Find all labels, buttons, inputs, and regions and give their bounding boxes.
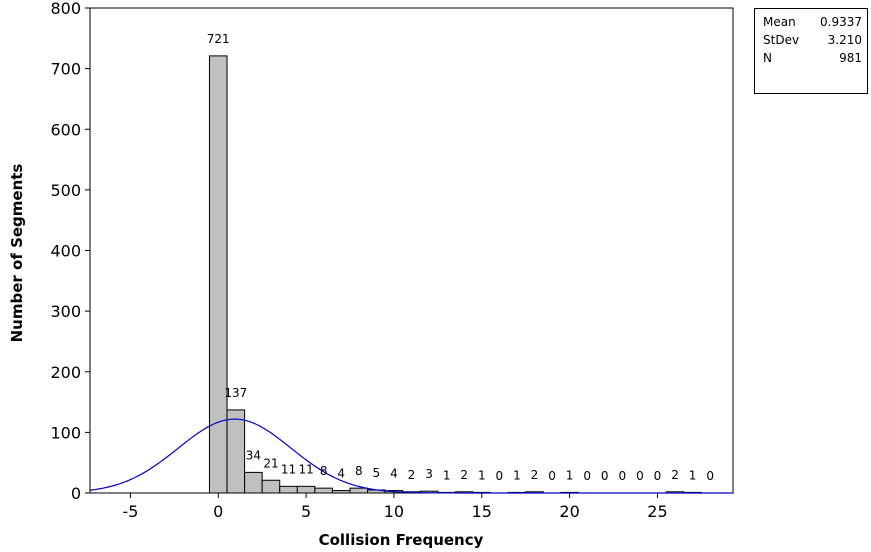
- stats-label: Mean: [763, 15, 796, 29]
- bar-value-label: 4: [337, 467, 345, 481]
- histogram-bar: [226, 409, 246, 494]
- bar-value-label: 137: [224, 386, 247, 400]
- stats-label: N: [763, 51, 772, 65]
- x-tick-label: -5: [122, 502, 138, 521]
- bar-value-label: 8: [320, 464, 328, 478]
- bar-value-label: 0: [496, 469, 504, 483]
- bar-value-label: 11: [298, 462, 313, 476]
- bar-value-label: 2: [531, 468, 539, 482]
- plot-area-border: [89, 7, 734, 494]
- bar-value-label: 11: [281, 462, 296, 476]
- stats-label: StDev: [763, 33, 800, 47]
- y-tick-label: 0: [71, 484, 81, 503]
- x-tick-label: 0: [213, 502, 223, 521]
- y-axis-ticks: 0 100 200 300 400 500 600 700 800: [50, 0, 90, 503]
- y-tick-label: 200: [50, 363, 81, 382]
- bar-value-label: 3: [425, 467, 433, 481]
- stats-row-mean: Mean 0.9337: [763, 15, 862, 33]
- y-tick-label: 500: [50, 181, 81, 200]
- bar-value-label: 0: [654, 469, 662, 483]
- stats-row-n: N 981: [763, 51, 862, 69]
- bar-value-label: 1: [566, 468, 574, 482]
- bar-value-label: 1: [478, 468, 486, 482]
- histogram-bar: [244, 471, 263, 494]
- bar-value-label: 8: [355, 464, 363, 478]
- bar-value-label: 5: [373, 466, 381, 480]
- bar-value-label: 721: [207, 32, 230, 46]
- y-tick-label: 700: [50, 60, 81, 79]
- histogram-bar: [279, 485, 298, 494]
- histogram-bars: [208, 55, 702, 494]
- x-tick-label: 25: [647, 502, 667, 521]
- summary-stats-box: Mean 0.9337 StDev 3.210 N 981: [754, 8, 868, 94]
- bar-value-label: 0: [706, 469, 714, 483]
- bar-value-label: 2: [671, 468, 679, 482]
- x-tick-label: 20: [559, 502, 579, 521]
- bar-value-label: 2: [408, 468, 416, 482]
- x-axis-ticks: -5 0 5 10 15 20 25: [122, 493, 668, 521]
- bar-value-label: 0: [636, 469, 644, 483]
- bar-value-label: 0: [601, 469, 609, 483]
- stats-value: 981: [839, 51, 862, 65]
- bar-value-label: 2: [460, 468, 468, 482]
- plot-frame: [89, 7, 734, 494]
- histogram-bar: [331, 490, 351, 494]
- y-tick-label: 100: [50, 423, 81, 442]
- bar-value-label: 1: [689, 468, 697, 482]
- bar-value-label: 0: [548, 469, 556, 483]
- normal-fit-curve: [89, 418, 733, 494]
- bar-value-label: 1: [513, 468, 521, 482]
- stats-row-stdev: StDev 3.210: [763, 33, 862, 51]
- x-axis-title: Collision Frequency: [319, 531, 484, 549]
- histogram-bar: [314, 487, 333, 494]
- x-tick-label: 5: [301, 502, 311, 521]
- y-tick-label: 400: [50, 242, 81, 261]
- y-tick-label: 600: [50, 120, 81, 139]
- bar-value-label: 0: [618, 469, 626, 483]
- histogram-bar: [296, 485, 316, 494]
- bar-value-label: 34: [246, 448, 261, 462]
- bar-value-label: 21: [263, 456, 278, 470]
- stats-value: 3.210: [827, 33, 862, 47]
- x-tick-label: 10: [384, 502, 404, 521]
- bar-value-label: 4: [390, 467, 398, 481]
- histogram-bar: [349, 487, 369, 494]
- histogram-bar: [261, 479, 281, 494]
- histogram-bar: [208, 55, 228, 494]
- bar-value-label: 1: [443, 468, 451, 482]
- stats-value: 0.9337: [820, 15, 862, 29]
- y-tick-label: 300: [50, 302, 81, 321]
- bar-value-label: 0: [583, 469, 591, 483]
- x-tick-label: 15: [472, 502, 492, 521]
- y-axis-title: Number of Segments: [8, 164, 26, 343]
- y-tick-label: 800: [50, 0, 81, 18]
